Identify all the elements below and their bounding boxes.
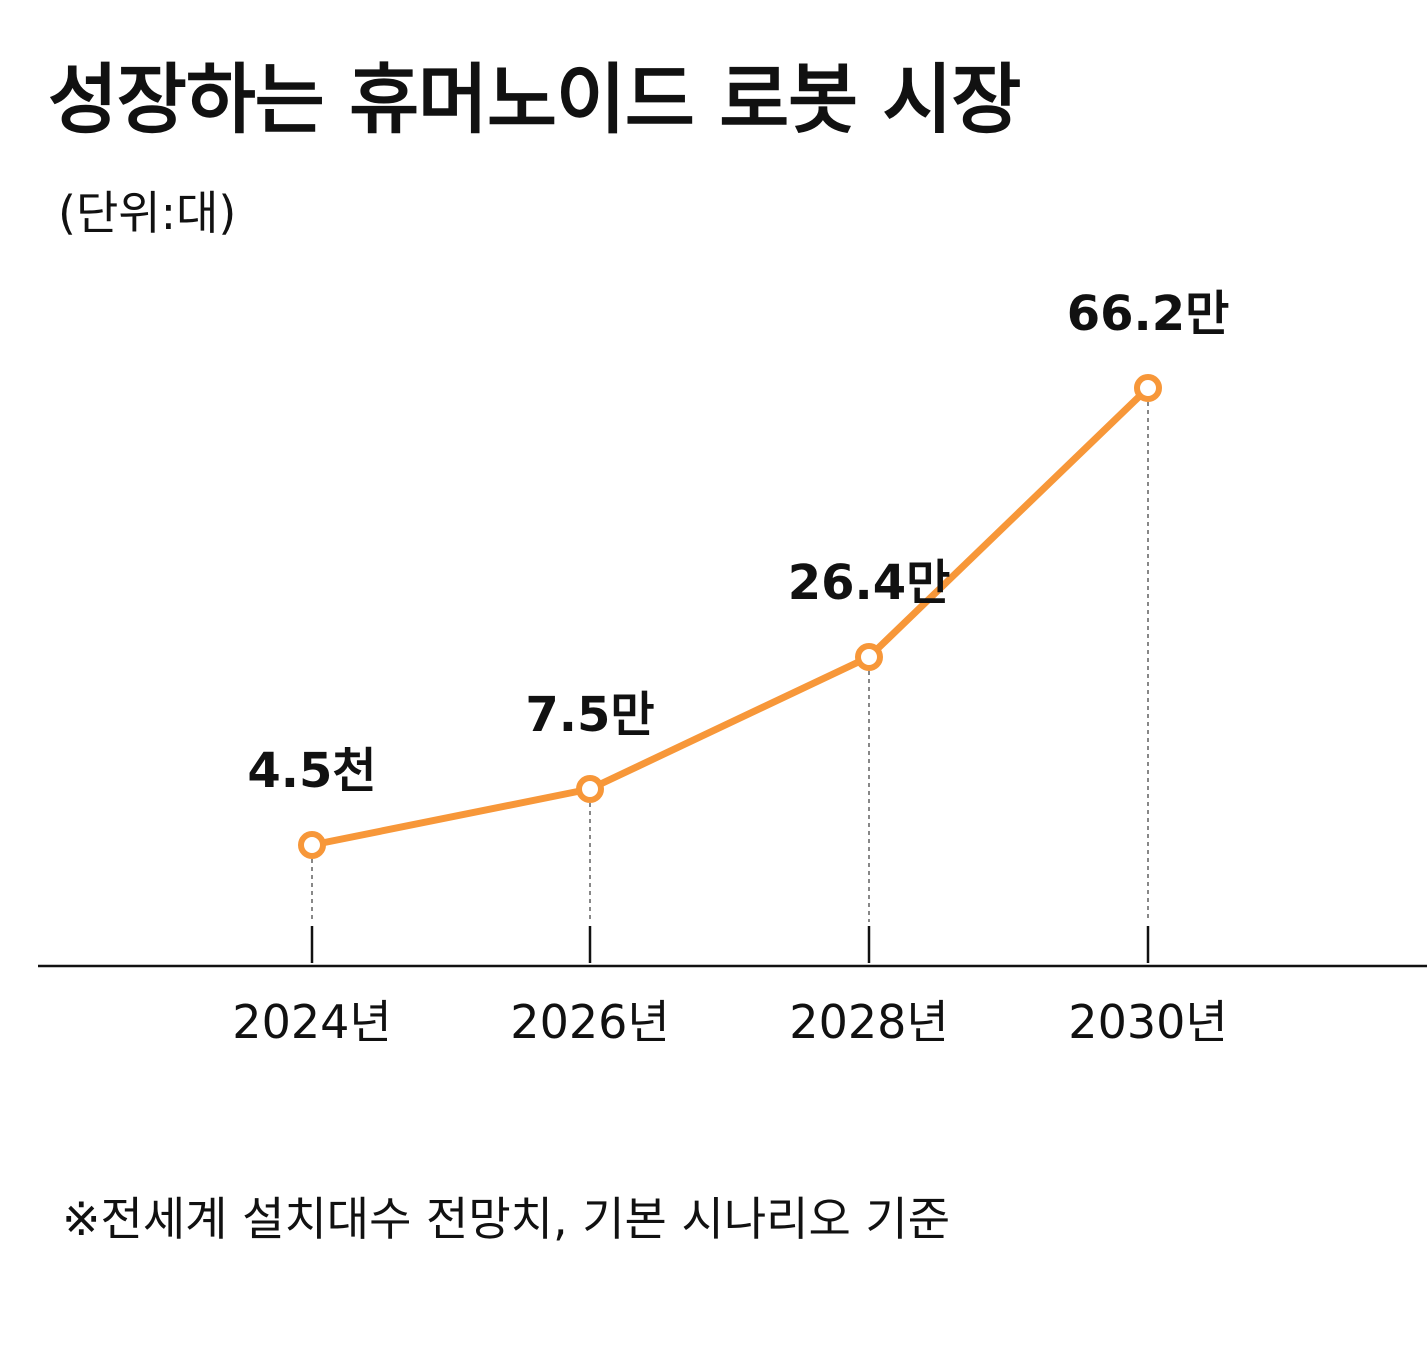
data-point-1 <box>576 775 604 803</box>
value-labels: 4.5천 7.5만 26.4만 66.2만 <box>247 286 1229 799</box>
unit-label: (단위:대) <box>58 186 237 240</box>
guide-lines <box>311 402 1149 922</box>
value-label-1: 7.5만 <box>525 687 654 743</box>
x-ticks <box>310 926 1150 963</box>
chart-title: 성장하는 휴머노이드 로봇 시장 <box>48 55 1021 144</box>
value-label-0: 4.5천 <box>247 743 376 799</box>
x-tick-labels: 2024년 2026년 2028년 2030년 <box>232 995 1227 1049</box>
x-tick-label-0: 2024년 <box>232 995 391 1049</box>
footnote: ※전세계 설치대수 전망치, 기본 시나리오 기준 <box>62 1192 951 1246</box>
data-point-0 <box>298 831 326 859</box>
value-label-2: 26.4만 <box>788 555 951 611</box>
data-points <box>298 374 1162 859</box>
value-label-3: 66.2만 <box>1067 286 1230 342</box>
series-line <box>308 384 1152 849</box>
data-point-3 <box>1134 374 1162 402</box>
x-tick-label-2: 2028년 <box>789 995 948 1049</box>
data-point-2 <box>855 643 883 671</box>
x-tick-label-3: 2030년 <box>1068 995 1227 1049</box>
x-tick-label-1: 2026년 <box>510 995 669 1049</box>
